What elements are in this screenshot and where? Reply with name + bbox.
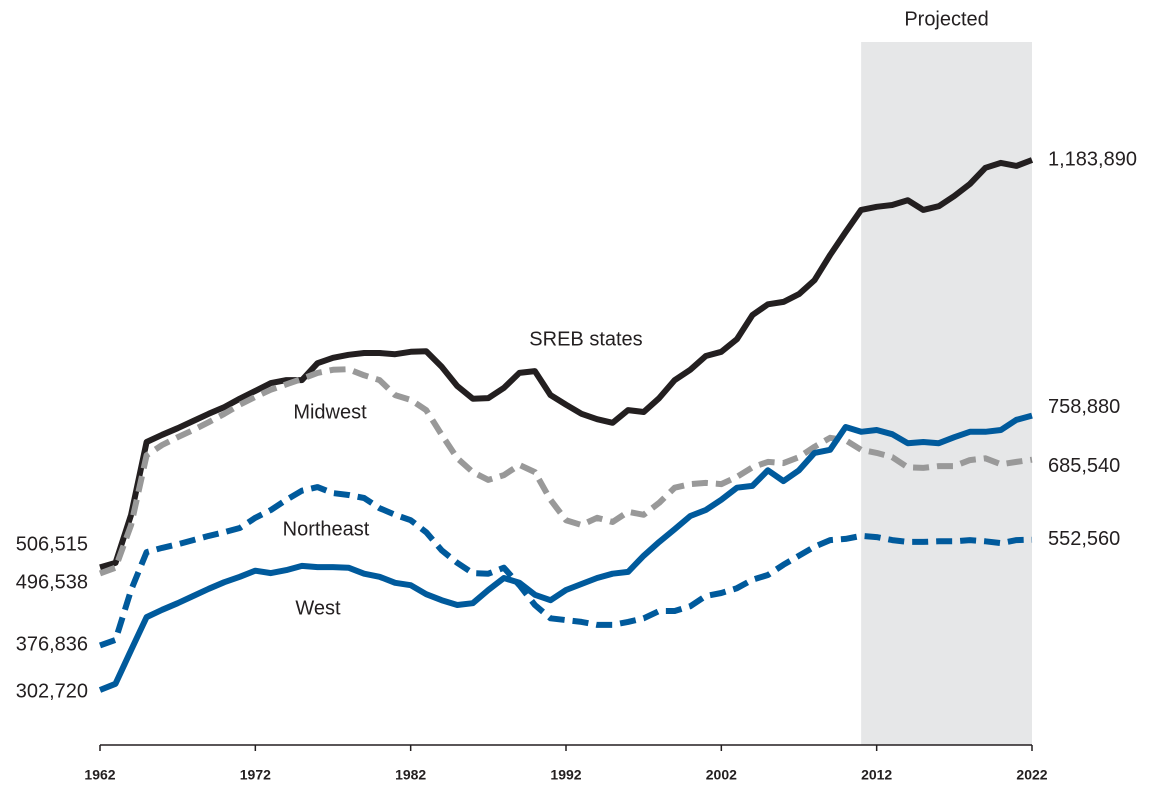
value-label: 376,836 xyxy=(16,634,88,656)
projected-region xyxy=(861,42,1032,745)
value-label: 302,720 xyxy=(16,680,88,702)
x-tick-label: 1962 xyxy=(84,767,115,783)
projected-label: Projected xyxy=(904,8,989,30)
x-tick-label: 2012 xyxy=(861,767,892,783)
series-line xyxy=(98,484,1033,649)
series-line xyxy=(98,412,1033,693)
series-label: West xyxy=(295,597,341,619)
value-label: 496,538 xyxy=(16,572,88,594)
x-tick-label: 1982 xyxy=(395,767,426,783)
series-line xyxy=(99,157,1034,571)
x-tick-label: 2022 xyxy=(1016,767,1047,783)
series-label: Northeast xyxy=(283,518,370,540)
x-tick-label: 2002 xyxy=(706,767,737,783)
value-label: 758,880 xyxy=(1048,396,1120,418)
value-label: 1,183,890 xyxy=(1048,148,1137,170)
value-label: 685,540 xyxy=(1048,455,1120,477)
x-tick-label: 1972 xyxy=(240,767,271,783)
x-tick-label: 1992 xyxy=(550,767,581,783)
series-line xyxy=(98,366,1033,577)
series-label: SREB states xyxy=(529,328,642,350)
series-label: Midwest xyxy=(293,401,367,423)
value-label: 552,560 xyxy=(1048,528,1120,550)
value-label: 506,515 xyxy=(16,534,88,556)
